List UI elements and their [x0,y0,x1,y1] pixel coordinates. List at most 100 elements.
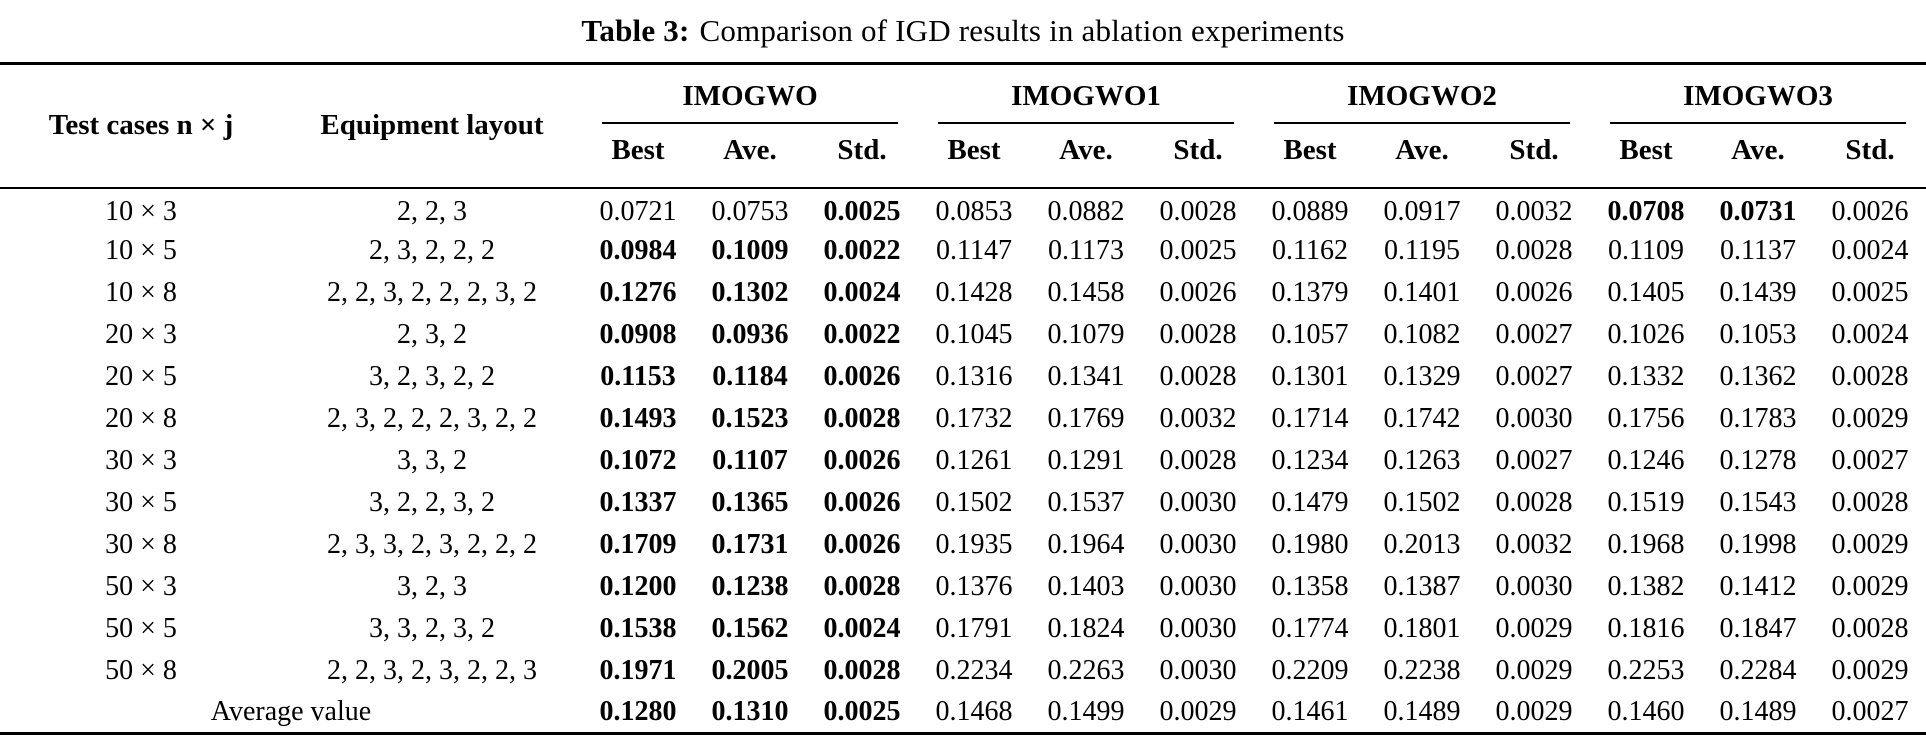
value-cell: 0.0028 [1831,360,1909,392]
value-cell: 0.0029 [1495,612,1573,644]
value-cell: 0.1801 [1383,612,1461,644]
sub-header-imogwo1-std: Std. [1142,123,1254,189]
value-cell: 0.0025 [1831,276,1909,308]
value-cell: 0.0028 [823,654,901,686]
value-cell: 0.0028 [1831,486,1909,518]
sub-header-imogwo2-best: Best [1254,123,1366,189]
value-cell: 0.1026 [1607,318,1685,350]
value-cell: 0.0917 [1383,196,1461,227]
value-cell: 0.0024 [823,612,901,644]
value-cell: 0.1709 [599,528,677,560]
value-cell: 0.0936 [711,318,789,350]
value-cell: 0.1980 [1271,528,1349,560]
test-case-cell: 50 × 5 [105,612,177,644]
value-cell: 0.1519 [1607,486,1685,518]
equipment-layout-cell: 2, 3, 2, 2, 2 [369,234,495,266]
table-row: 20 × 8 2, 3, 2, 2, 2, 3, 2, 2 0.1493 0.1523… [0,398,1926,440]
value-cell: 0.1562 [711,612,789,644]
value-cell: 0.0025 [806,691,918,735]
equipment-layout-cell: 2, 3, 2 [397,318,467,350]
value-cell: 0.1439 [1719,276,1797,308]
value-cell: 0.1162 [1272,234,1348,266]
value-cell: 0.0029 [1495,654,1573,686]
value-cell: 0.1280 [582,691,694,735]
value-cell: 0.1109 [1608,234,1684,266]
value-cell: 0.1301 [1271,360,1349,392]
equipment-layout-cell: 3, 3, 2, 3, 2 [369,612,495,644]
equipment-layout-cell: 3, 2, 2, 3, 2 [369,486,495,518]
value-cell: 0.1379 [1271,276,1349,308]
value-cell: 0.1742 [1383,402,1461,434]
value-cell: 0.1302 [711,276,789,308]
value-cell: 0.0028 [1159,318,1237,350]
value-cell: 0.0753 [711,196,789,227]
value-cell: 0.0029 [1142,691,1254,735]
value-cell: 0.0025 [823,196,901,227]
table-row: 50 × 5 3, 3, 2, 3, 2 0.1538 0.1562 0.0024 0.1… [0,608,1926,650]
test-case-cell: 10 × 3 [105,196,177,227]
value-cell: 0.0028 [1159,444,1237,476]
value-cell: 0.1489 [1702,691,1814,735]
value-cell: 0.1341 [1047,360,1125,392]
value-cell: 0.0030 [1159,486,1237,518]
test-case-cell: 50 × 3 [105,570,177,602]
value-cell: 0.2013 [1383,528,1461,560]
value-cell: 0.0032 [1495,196,1573,227]
value-cell: 0.1998 [1719,528,1797,560]
test-case-cell: 30 × 3 [105,444,177,476]
value-cell: 0.1053 [1719,318,1797,350]
value-cell: 0.1234 [1271,444,1349,476]
test-case-cell: 20 × 3 [105,318,177,350]
value-cell: 0.1468 [918,691,1030,735]
value-cell: 0.0030 [1159,654,1237,686]
value-cell: 0.0030 [1495,570,1573,602]
value-cell: 0.1461 [1254,691,1366,735]
column-header-test-cases: Test cases n × j [0,62,282,189]
group-header-imogwo2-label: IMOGWO2 [1274,67,1570,124]
value-cell: 0.1816 [1607,612,1685,644]
value-cell: 0.1382 [1607,570,1685,602]
table-row: 20 × 5 3, 2, 3, 2, 2 0.1153 0.1184 0.0026 0.1… [0,356,1926,398]
equipment-layout-cell: 2, 2, 3, 2, 2, 2, 3, 2 [327,276,537,308]
value-cell: 0.1147 [936,234,1012,266]
value-cell: 0.0025 [1159,234,1237,266]
test-case-cell: 20 × 8 [105,402,177,434]
value-cell: 0.1376 [935,570,1013,602]
value-cell: 0.0027 [1831,444,1909,476]
value-cell: 0.1184 [712,360,788,392]
sub-header-imogwo1-best: Best [918,123,1030,189]
value-cell: 0.1263 [1383,444,1461,476]
table-row: 30 × 3 3, 3, 2 0.1072 0.1107 0.0026 0.1261 0.1… [0,440,1926,482]
value-cell: 0.1731 [711,528,789,560]
value-cell: 0.0028 [1495,486,1573,518]
value-cell: 0.1791 [935,612,1013,644]
value-cell: 0.0032 [1159,402,1237,434]
value-cell: 0.1489 [1366,691,1478,735]
value-cell: 0.0022 [823,318,901,350]
value-cell: 0.0028 [1495,234,1573,266]
table-caption: Table 3: Comparison of IGD results in ab… [0,0,1926,62]
group-header-imogwo2: IMOGWO2 [1254,62,1590,124]
value-cell: 0.0029 [1831,570,1909,602]
value-cell: 0.1403 [1047,570,1125,602]
value-cell: 0.1137 [1720,234,1796,266]
value-cell: 0.1045 [935,318,1013,350]
value-cell: 0.1365 [711,486,789,518]
value-cell: 0.0029 [1831,654,1909,686]
equipment-layout-cell: 2, 2, 3, 2, 3, 2, 2, 3 [327,654,537,686]
value-cell: 0.1153 [600,360,676,392]
column-header-equipment-layout: Equipment layout [282,62,582,189]
group-header-row: Test cases n × j Equipment layout IMOGWO… [0,62,1926,189]
value-cell: 0.1502 [935,486,1013,518]
value-cell: 0.0889 [1271,196,1349,227]
table-row: 30 × 5 3, 2, 2, 3, 2 0.1337 0.1365 0.0026 0.1… [0,482,1926,524]
sub-header-imogwo1-ave: Ave. [1030,123,1142,189]
value-cell: 0.0032 [1495,528,1573,560]
table-row: 10 × 5 2, 3, 2, 2, 2 0.0984 0.1009 0.0022 0.1… [0,230,1926,272]
value-cell: 0.0026 [823,486,901,518]
value-cell: 0.1072 [599,444,677,476]
test-case-cell: 10 × 5 [105,234,177,266]
value-cell: 0.2284 [1719,654,1797,686]
value-cell: 0.0028 [823,570,901,602]
table-row: 10 × 3 2, 2, 3 0.0721 0.0753 0.0025 0.0853 0.0… [0,188,1926,230]
